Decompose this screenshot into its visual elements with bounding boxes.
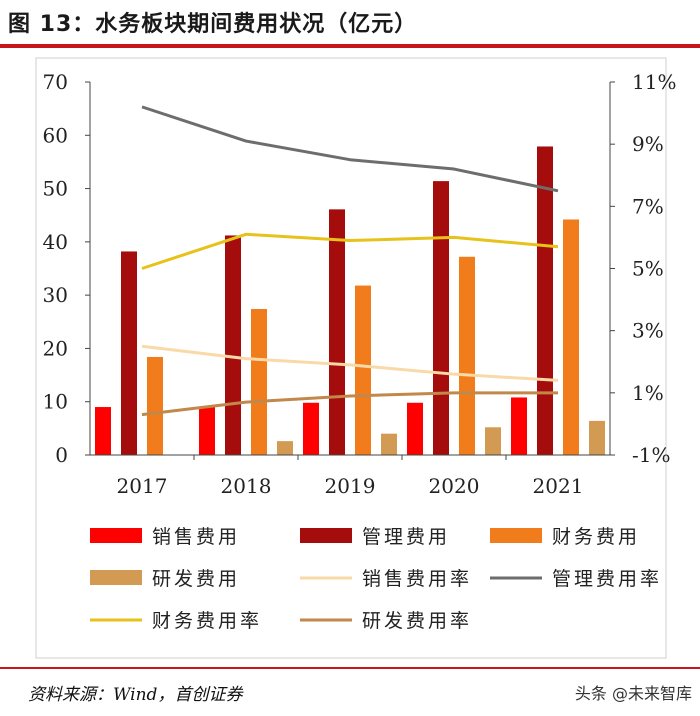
line-管理费用率 xyxy=(141,105,559,193)
source-note: 资料来源：Wind，首创证券 xyxy=(28,685,243,705)
bar-研发费用 xyxy=(589,420,605,455)
left-axis-tick-label: 60 xyxy=(43,123,68,147)
legend-label: 销售费用 xyxy=(152,526,240,548)
left-axis-tick-label: 10 xyxy=(43,390,68,414)
bar-销售费用 xyxy=(199,407,215,455)
legend-label: 销售费用率 xyxy=(362,568,472,590)
left-axis-tick-label: 20 xyxy=(43,336,68,360)
x-axis-tick-label: 2018 xyxy=(221,474,272,498)
x-axis-tick-label: 2021 xyxy=(533,474,584,498)
bar-研发费用 xyxy=(381,433,397,455)
legend-swatch xyxy=(490,528,542,543)
bar-财务费用 xyxy=(251,308,267,455)
left-axis-tick-label: 30 xyxy=(43,283,68,307)
bar-销售费用 xyxy=(303,402,319,455)
plot-frame xyxy=(35,57,667,659)
bar-研发费用 xyxy=(485,427,501,455)
bar-财务费用 xyxy=(563,219,579,455)
bar-销售费用 xyxy=(511,397,527,455)
left-axis-tick-label: 40 xyxy=(43,230,68,254)
legend-swatch xyxy=(90,528,142,543)
right-axis-tick-label: -1% xyxy=(632,443,671,467)
legend-label: 财务费用 xyxy=(552,526,640,548)
bar-管理费用 xyxy=(537,146,553,455)
right-axis-tick-label: 5% xyxy=(632,257,664,281)
bar-销售费用 xyxy=(407,402,423,455)
legend-swatch xyxy=(90,570,142,585)
bar-管理费用 xyxy=(433,181,449,455)
right-axis-tick-label: 11% xyxy=(632,70,676,94)
footer-divider xyxy=(0,667,700,669)
legend-label: 管理费用率 xyxy=(552,568,662,590)
legend-label: 研发费用率 xyxy=(362,610,472,632)
line-研发费用率 xyxy=(141,391,558,417)
left-axis-tick-label: 70 xyxy=(43,70,68,94)
x-axis-tick-label: 2017 xyxy=(117,474,168,498)
bar-管理费用 xyxy=(329,209,345,455)
right-axis-tick-label: 9% xyxy=(632,132,664,156)
bar-销售费用 xyxy=(95,407,111,455)
legend-label: 研发费用 xyxy=(152,568,240,590)
chart-title: 图 13：水务板块期间费用状况（亿元） xyxy=(8,12,418,37)
right-axis-tick-label: 1% xyxy=(632,381,664,405)
line-销售费用率 xyxy=(141,344,559,382)
legend-swatch xyxy=(300,528,352,543)
right-axis-tick-label: 7% xyxy=(632,194,664,218)
line-财务费用率 xyxy=(141,232,559,270)
bar-管理费用 xyxy=(121,251,137,455)
x-axis-tick-label: 2019 xyxy=(325,474,376,498)
legend-label: 财务费用率 xyxy=(152,610,262,632)
x-axis-tick-label: 2020 xyxy=(429,474,480,498)
title-divider xyxy=(0,44,700,48)
watermark: 头条 @未来智库 xyxy=(574,684,692,703)
bar-财务费用 xyxy=(459,256,475,455)
legend-label: 管理费用 xyxy=(362,526,450,548)
left-axis-tick-label: 50 xyxy=(43,177,68,201)
bar-财务费用 xyxy=(355,285,371,455)
bar-研发费用 xyxy=(277,441,293,455)
left-axis-tick-label: 0 xyxy=(55,443,68,467)
bar-管理费用 xyxy=(225,235,241,455)
bar-财务费用 xyxy=(147,356,163,455)
right-axis-tick-label: 3% xyxy=(632,319,664,343)
